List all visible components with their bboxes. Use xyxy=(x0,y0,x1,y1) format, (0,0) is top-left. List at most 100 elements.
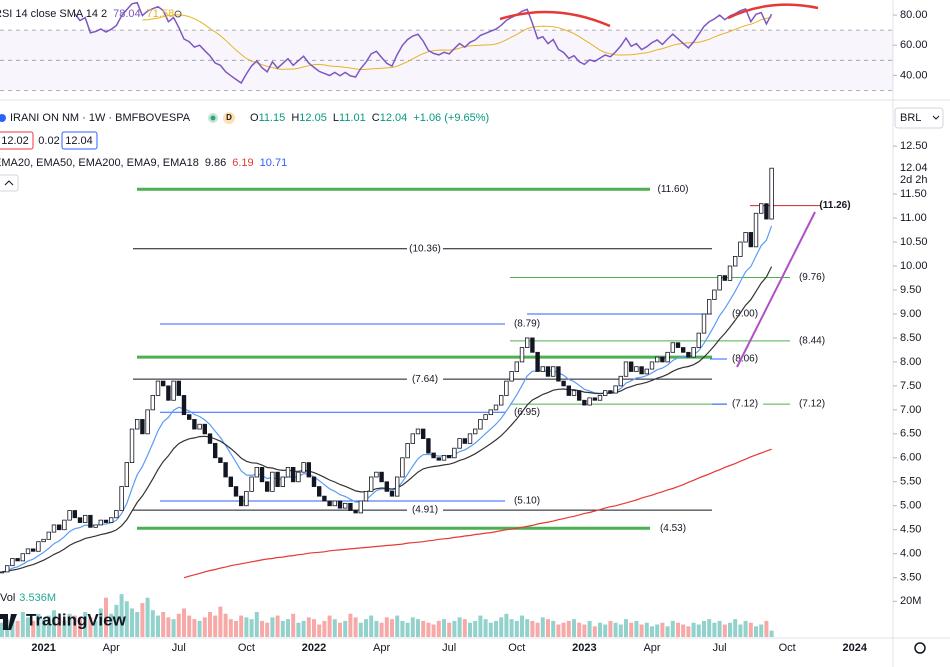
volume-bar xyxy=(504,613,509,637)
candle xyxy=(25,548,31,555)
candle xyxy=(389,490,395,497)
volume-bar xyxy=(291,613,296,637)
volume-bar xyxy=(275,615,280,637)
candle xyxy=(129,428,135,463)
ask-box[interactable] xyxy=(61,131,98,150)
level-label: (8.79) xyxy=(514,319,540,330)
candle xyxy=(368,476,374,492)
candle xyxy=(561,380,566,387)
x-tick-label: 2023 xyxy=(572,642,596,654)
volume-bar xyxy=(93,620,98,637)
collapse-button[interactable] xyxy=(0,174,19,192)
candle xyxy=(733,256,738,267)
candle xyxy=(93,524,98,528)
candle xyxy=(337,500,343,509)
candle xyxy=(525,337,530,348)
volume-bar xyxy=(587,620,592,637)
candle xyxy=(415,428,421,435)
x-tick-label: Apr xyxy=(373,642,390,654)
rsi-sma-value: 71.58 xyxy=(147,8,175,20)
volume-bar xyxy=(759,624,764,637)
candle xyxy=(259,466,265,483)
rsi-value: 78.04 xyxy=(113,8,141,20)
volume-bar xyxy=(358,622,363,637)
candle xyxy=(77,517,83,523)
volume-bar xyxy=(369,615,374,637)
candle xyxy=(353,510,358,514)
y-tick-label: 5.00 xyxy=(900,500,921,512)
volume-bar xyxy=(592,626,597,637)
candle xyxy=(160,380,166,387)
volume-bar xyxy=(717,620,722,637)
candle xyxy=(587,397,592,406)
candle xyxy=(446,455,452,459)
ohlc-key: O xyxy=(250,112,259,124)
candle xyxy=(618,375,623,387)
volume-bar xyxy=(535,622,540,637)
currency-button[interactable] xyxy=(894,107,944,129)
level-label: (7.12) xyxy=(799,399,825,410)
volume-bar xyxy=(197,620,202,637)
volume-bar xyxy=(161,612,166,637)
spread: 0.02 xyxy=(38,135,59,147)
volume-bar xyxy=(530,620,535,637)
volume-bar xyxy=(338,622,342,637)
volume-bar xyxy=(395,615,400,637)
candle xyxy=(374,471,379,478)
volume-bar xyxy=(379,622,384,637)
candle xyxy=(119,486,124,511)
volume-bar xyxy=(624,619,628,637)
ema200-line xyxy=(183,448,772,579)
legend-icons[interactable] xyxy=(174,10,182,18)
volume-bar xyxy=(660,622,665,637)
volume-bar xyxy=(301,620,306,637)
ema-value: 10.71 xyxy=(260,157,288,169)
candle xyxy=(577,390,582,401)
volume-bar xyxy=(650,626,654,637)
volume-bar xyxy=(488,622,493,637)
candle xyxy=(712,289,717,300)
ema-value: 6.19 xyxy=(232,157,253,169)
rsi-legend: RSI 14 close SMA 14 2 78.04 71.58 xyxy=(0,8,174,20)
volume-bar xyxy=(696,624,701,637)
volume-bar xyxy=(46,615,51,637)
candle xyxy=(681,347,686,353)
volume-bar xyxy=(748,622,753,637)
icon[interactable] xyxy=(174,10,182,18)
candle xyxy=(238,495,244,507)
volume-bar xyxy=(208,612,212,637)
volume-bar xyxy=(156,615,160,637)
volume-bar xyxy=(598,622,602,637)
volume-bar xyxy=(119,594,124,637)
volume-bar xyxy=(176,613,181,637)
candle xyxy=(296,471,301,483)
volume-bar xyxy=(644,622,649,637)
candle xyxy=(483,414,488,420)
candle xyxy=(155,380,161,396)
ask: 12.04 xyxy=(65,135,93,147)
volume-bar xyxy=(629,622,634,637)
candle xyxy=(145,409,150,435)
brand: TradingView xyxy=(26,610,127,629)
bid-box[interactable] xyxy=(0,131,34,150)
volume-bar xyxy=(41,619,46,637)
candle xyxy=(140,419,145,435)
level-label: (5.10) xyxy=(514,496,540,507)
volume-bar xyxy=(442,619,446,637)
candle xyxy=(109,517,114,523)
volume-bar xyxy=(665,626,670,637)
volume-bar xyxy=(374,620,379,637)
volume-bar xyxy=(457,617,462,637)
volume-bar xyxy=(0,622,4,637)
ohlc-key: L xyxy=(333,112,339,124)
settings-icon[interactable] xyxy=(914,642,926,654)
candle xyxy=(504,380,509,396)
x-tick-label: Oct xyxy=(508,642,525,654)
volume-bar xyxy=(738,624,743,637)
candle xyxy=(176,380,181,396)
volume-bar xyxy=(52,610,56,637)
volume-bar xyxy=(613,622,618,637)
y-tick-label: 6.00 xyxy=(900,452,921,464)
candle xyxy=(20,553,25,562)
candle xyxy=(597,395,603,401)
